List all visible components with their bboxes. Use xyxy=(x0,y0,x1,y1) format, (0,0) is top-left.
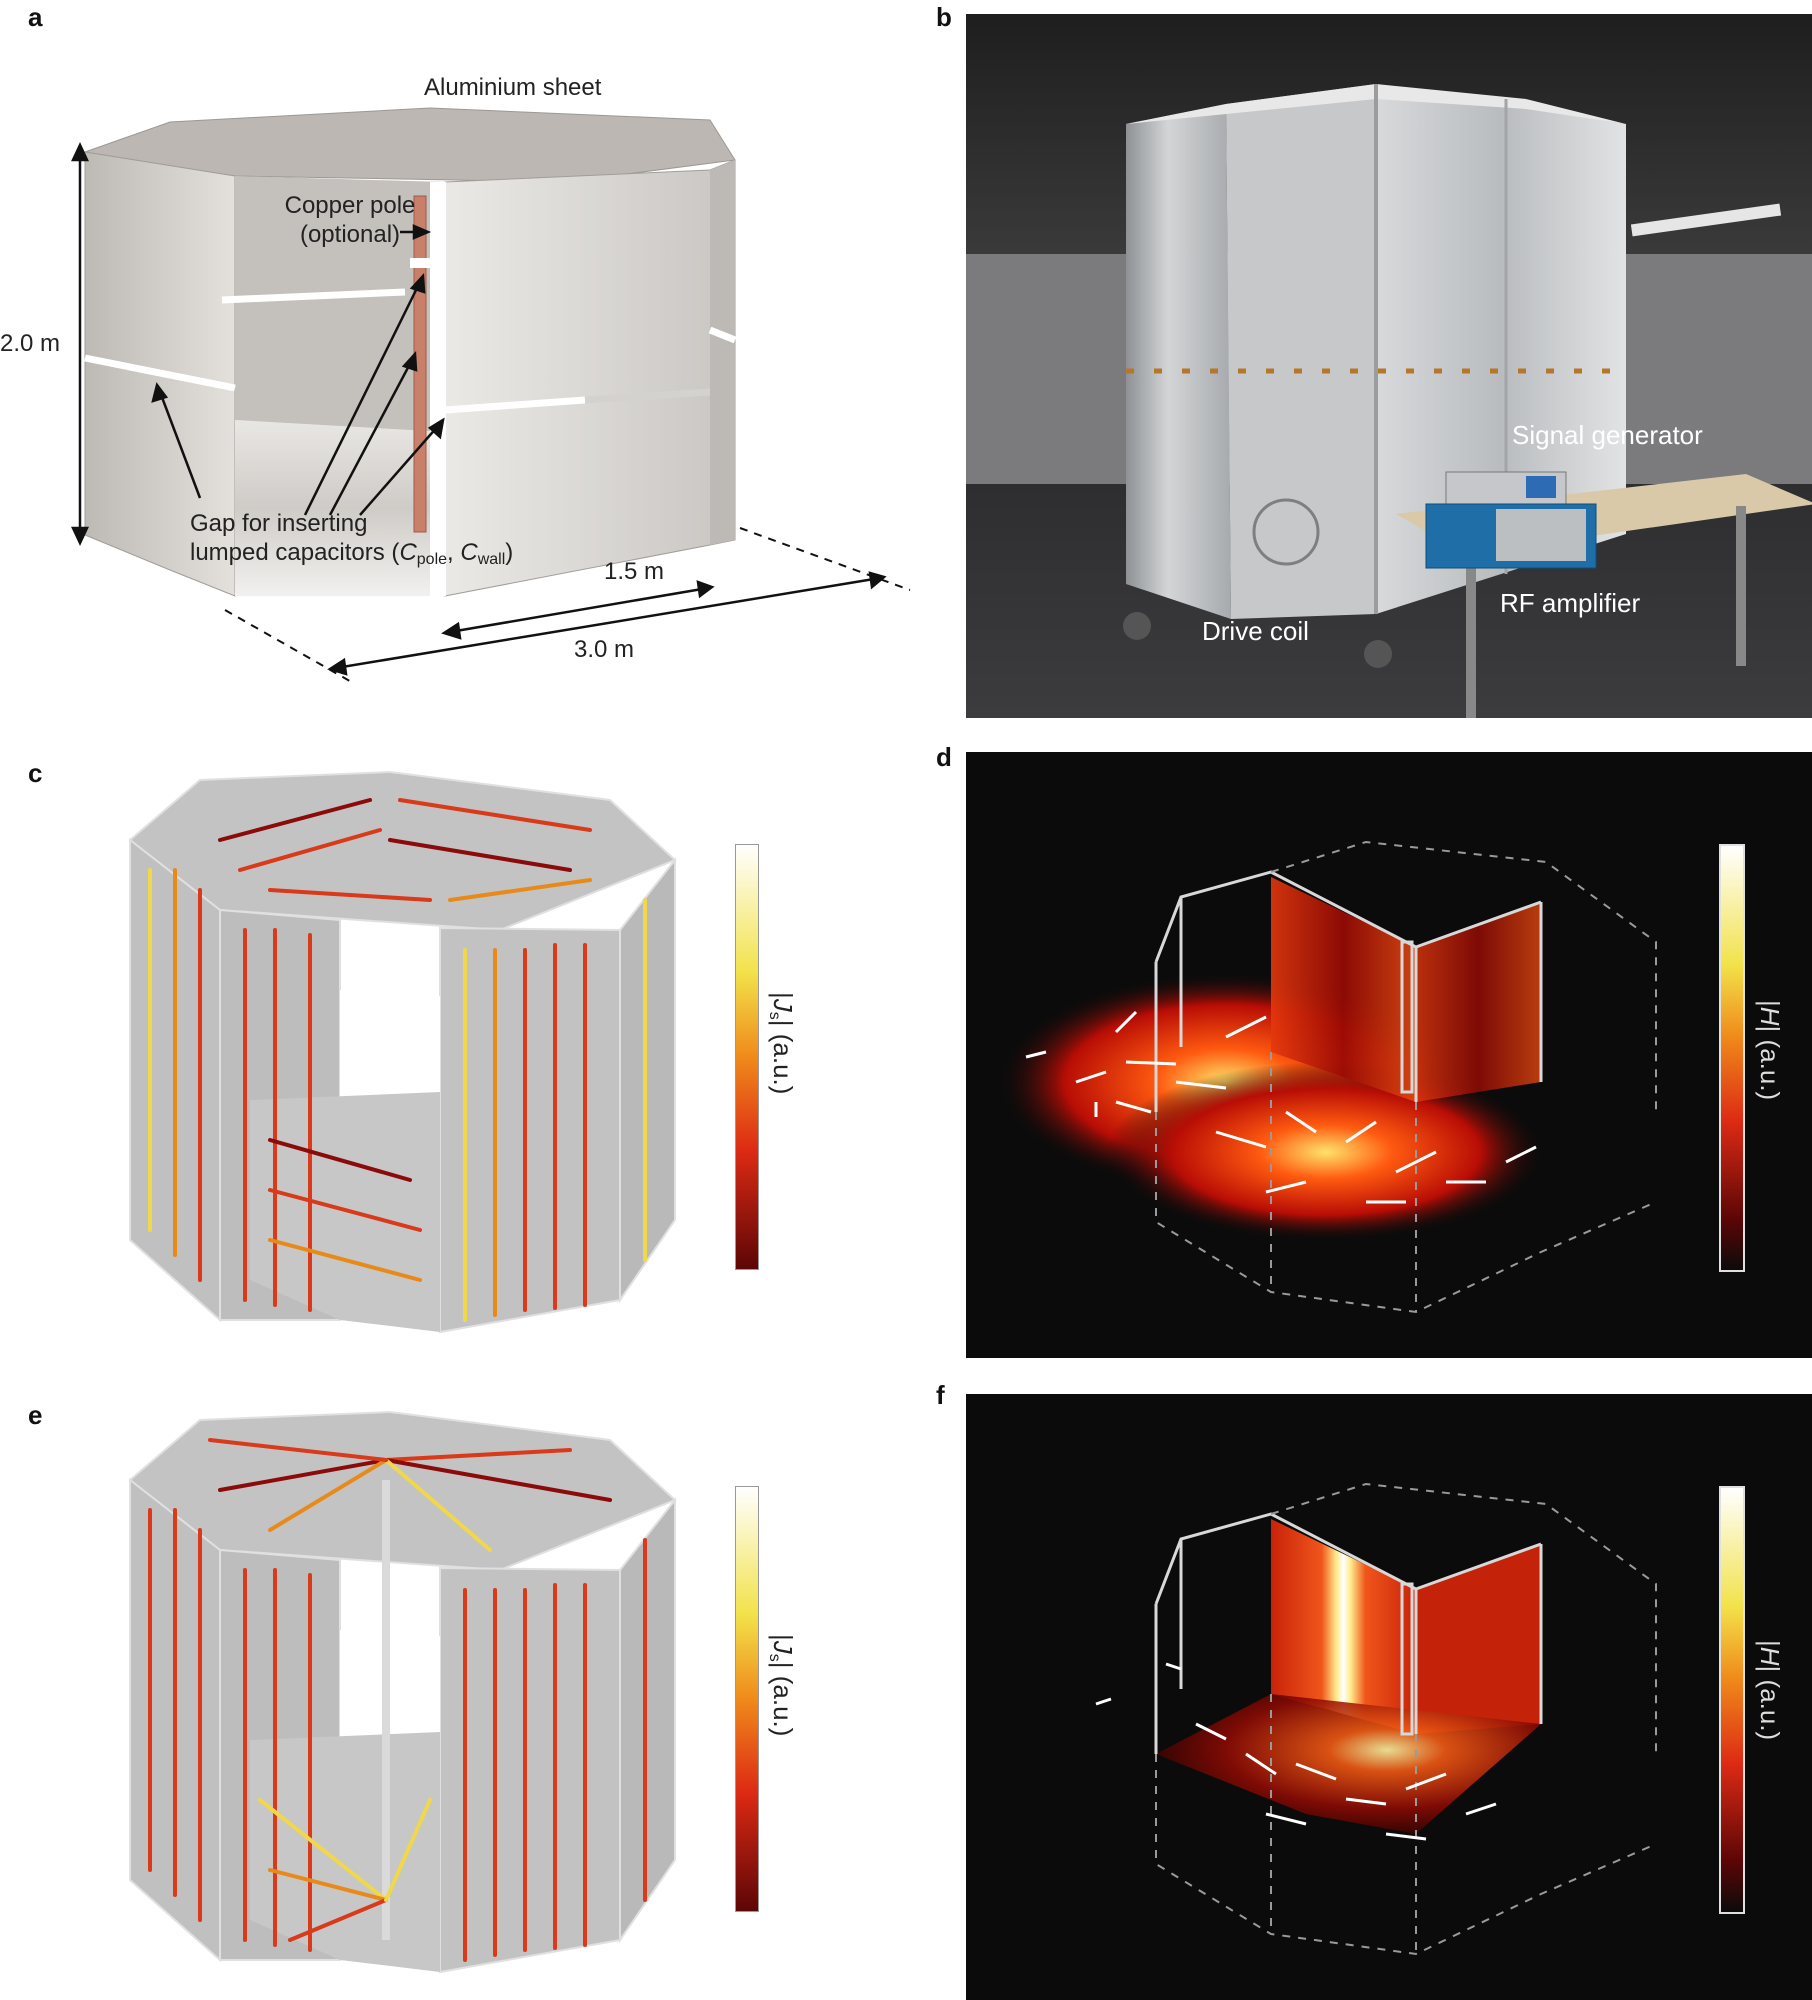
signal-generator-label: Signal generator xyxy=(1512,420,1703,450)
panel-label-b: b xyxy=(936,2,952,32)
width-arrow xyxy=(335,576,881,670)
panel-label-a: a xyxy=(28,2,43,32)
right-wall xyxy=(619,1497,676,1944)
copper-pole-label-line1: Copper pole xyxy=(284,192,416,219)
cbar-e-symbol: J xyxy=(768,1640,798,1654)
colorbar-c xyxy=(735,844,759,1270)
copper-pole-label: Copper pole (optional) xyxy=(230,192,470,250)
comma: , xyxy=(447,538,461,566)
field-plane-vertical xyxy=(1271,1519,1416,1734)
h-field-render-f xyxy=(1095,1482,1657,1956)
panel-b-photo: Signal generator RF amplifier Drive coil xyxy=(966,14,1812,718)
half-width-arrow xyxy=(449,586,709,634)
gap-left xyxy=(84,354,236,392)
colorbar-e-label: |Js| (a.u.) xyxy=(766,1634,798,1737)
c-symbol-2: C xyxy=(460,538,478,566)
surface-current-render-c xyxy=(128,770,677,1334)
copper-pole-label-line2: (optional) xyxy=(299,220,401,248)
h-field-render-d xyxy=(996,840,1657,1314)
drive-coil-label: Drive coil xyxy=(1202,616,1309,646)
field-plane-floor xyxy=(1156,1694,1541,1834)
rf-amplifier-label: RF amplifier xyxy=(1500,588,1641,618)
field-plane xyxy=(1271,877,1416,1102)
gap-back xyxy=(221,288,406,304)
colorbar-f-label: |H| (a.u.) xyxy=(1755,1640,1785,1741)
window xyxy=(340,990,440,1100)
current-arrows-c xyxy=(148,798,647,1322)
panel-e-surface-current xyxy=(70,1400,690,2000)
cbar-f-unit: (a.u.) xyxy=(1755,1679,1785,1741)
cbar-e-sub: s xyxy=(766,1653,783,1662)
aluminium-sheet-label: Aluminium sheet xyxy=(424,74,602,101)
panel-label-f: f xyxy=(936,1380,945,1410)
cbar-c-symbol: J xyxy=(768,998,798,1012)
gap-label-prefix: lumped capacitors ( xyxy=(190,538,400,566)
gap-front xyxy=(444,396,586,414)
cbar-c-unit: (a.u.) xyxy=(768,1033,798,1095)
enclosure-schematic xyxy=(71,107,911,685)
gap-right xyxy=(708,326,737,344)
colorbar-d xyxy=(1719,844,1745,1272)
pole xyxy=(382,1480,390,1940)
height-label: 2.0 m xyxy=(0,330,61,357)
cbar-d-unit: (a.u.) xyxy=(1755,1039,1785,1101)
right-wall xyxy=(619,857,676,1304)
panel-a-schematic: Aluminium sheet Copper pole (optional) 2… xyxy=(0,0,920,720)
gap-label-line2: lumped capacitors (Cpole, Cwall) xyxy=(190,539,513,569)
panel-c-surface-current xyxy=(70,760,690,1360)
colorbar-e xyxy=(735,1486,759,1912)
panel-label-c: c xyxy=(28,758,43,788)
gap-label-line1: Gap for inserting xyxy=(190,510,368,537)
colorbar-d-label: |H| (a.u.) xyxy=(1755,1000,1785,1101)
close-paren: ) xyxy=(505,538,514,566)
panel-label-d: d xyxy=(936,742,952,772)
floor xyxy=(250,1732,440,1972)
width-label: 3.0 m xyxy=(574,636,635,663)
gap-label: Gap for inserting lumped capacitors (Cpo… xyxy=(190,510,513,569)
c-wall-subscript: wall xyxy=(477,550,506,568)
floor xyxy=(235,420,445,596)
surface-current-render-e xyxy=(128,1410,677,1974)
field-arrows-f xyxy=(1095,1662,1497,1841)
cbar-f-symbol: H xyxy=(1755,1646,1785,1666)
enclosure-front-face xyxy=(1226,84,1376,619)
current-arrows-e xyxy=(148,1438,647,1962)
colorbar-f xyxy=(1719,1486,1745,1914)
half-width-label: 1.5 m xyxy=(604,558,665,585)
enclosure-left-face xyxy=(1126,104,1231,619)
lab-photo xyxy=(966,14,1812,718)
drive-coil xyxy=(1252,498,1320,566)
c-symbol-1: C xyxy=(399,538,417,566)
panel-label-e: e xyxy=(28,1400,43,1430)
back-wall xyxy=(235,176,445,432)
cbar-e-unit: (a.u.) xyxy=(768,1675,798,1737)
cbar-c-sub: s xyxy=(766,1011,783,1020)
field-arrows-d xyxy=(1025,1010,1537,1204)
colorbar-c-label: |Js| (a.u.) xyxy=(766,992,798,1095)
right-side-wall xyxy=(710,160,735,545)
c-pole-subscript: pole xyxy=(416,550,448,568)
panel-d-field-map xyxy=(966,752,1812,1358)
panel-f-field-map xyxy=(966,1394,1812,2000)
roof-sheet xyxy=(84,107,736,183)
cbar-d-symbol: H xyxy=(1755,1006,1785,1026)
